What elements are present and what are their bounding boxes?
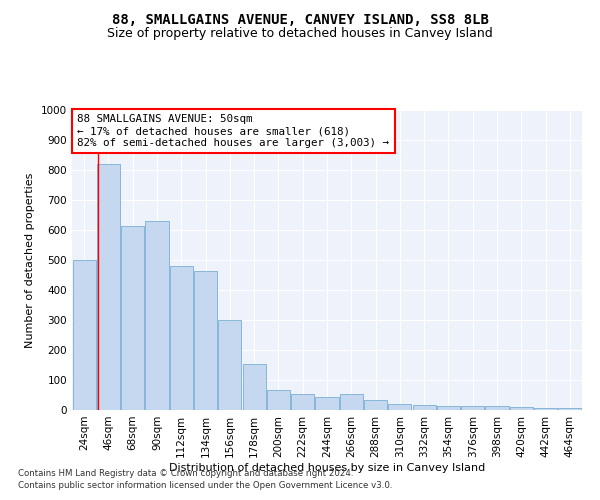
Bar [364,400,387,410]
Bar [170,266,193,410]
Bar [316,398,338,410]
Bar [534,408,557,410]
Text: 88, SMALLGAINS AVENUE, CANVEY ISLAND, SS8 8LB: 88, SMALLGAINS AVENUE, CANVEY ISLAND, SS… [112,12,488,26]
Bar [461,406,484,410]
Text: 88 SMALLGAINS AVENUE: 50sqm
← 17% of detached houses are smaller (618)
82% of se: 88 SMALLGAINS AVENUE: 50sqm ← 17% of det… [77,114,389,148]
Bar [121,226,144,410]
Bar [388,404,412,410]
Bar [145,221,169,410]
Bar [510,407,533,410]
Bar [291,394,314,410]
Bar [218,320,241,410]
Bar [485,406,509,410]
Bar [242,364,266,410]
Bar [340,394,363,410]
Bar [413,404,436,410]
Bar [97,164,120,410]
Bar [73,260,95,410]
Bar [267,390,290,410]
Y-axis label: Number of detached properties: Number of detached properties [25,172,35,348]
Text: Contains HM Land Registry data © Crown copyright and database right 2024.: Contains HM Land Registry data © Crown c… [18,468,353,477]
Bar [559,408,581,410]
Bar [437,406,460,410]
Text: Size of property relative to detached houses in Canvey Island: Size of property relative to detached ho… [107,28,493,40]
Text: Contains public sector information licensed under the Open Government Licence v3: Contains public sector information licen… [18,481,392,490]
Bar [194,270,217,410]
X-axis label: Distribution of detached houses by size in Canvey Island: Distribution of detached houses by size … [169,462,485,472]
